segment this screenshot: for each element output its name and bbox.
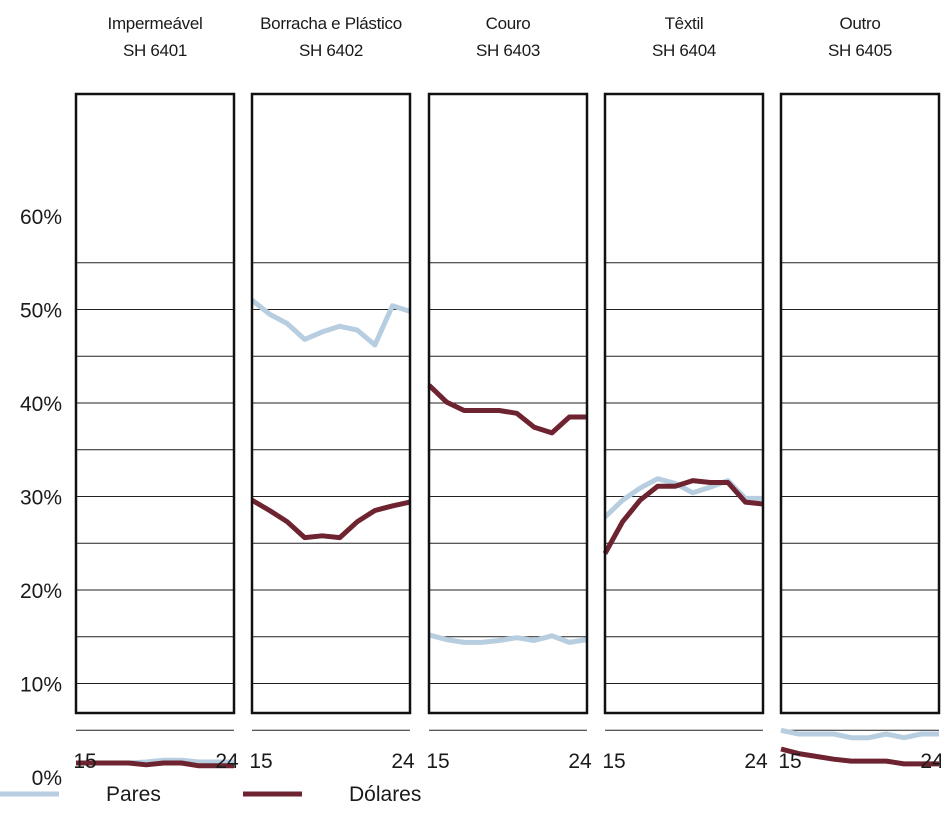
panel-subtitle: SH 6401 [123, 41, 187, 60]
pares-legend-label: Pares [106, 783, 161, 806]
y-tick-label: 20% [20, 580, 62, 603]
x-tick-label: 24 [744, 750, 768, 773]
panel-title: Borracha e Plástico [260, 14, 402, 33]
y-tick-label: 40% [20, 393, 62, 416]
panel-subtitle: SH 6402 [299, 41, 363, 60]
dolares-line [76, 760, 234, 769]
pares-line [428, 632, 588, 645]
dolares-line [250, 498, 411, 541]
x-tick-label: 24 [920, 750, 941, 773]
x-tick-label: 15 [602, 750, 625, 773]
x-tick-label: 15 [778, 750, 801, 773]
panel-frame [603, 92, 765, 715]
y-tick-label: 60% [20, 206, 62, 229]
labels: Impermeável SH 6401 15 24 Borracha e Plástic… [20, 14, 941, 790]
dolares-line [780, 746, 939, 767]
y-tick-label: 50% [20, 300, 62, 323]
dolares-legend-label: Dólares [349, 783, 421, 806]
gridlines [76, 262, 939, 731]
panel-title: Couro [486, 14, 531, 33]
series-lines [76, 298, 939, 769]
dolares-line [427, 383, 587, 436]
panel-frames [74, 92, 941, 715]
panel-frame [427, 92, 589, 715]
panel-frame [74, 92, 236, 715]
y-tick-label: 10% [20, 674, 62, 697]
pares-line [250, 298, 411, 348]
legend: Pares Dólares [0, 783, 421, 806]
panel-subtitle: SH 6405 [828, 41, 892, 60]
x-tick-label: 24 [391, 750, 415, 773]
x-tick-label: 15 [426, 750, 449, 773]
pares-line [780, 727, 939, 741]
panel-title: Impermeável [108, 14, 203, 33]
x-tick-label: 15 [249, 750, 272, 773]
y-tick-label: 30% [20, 487, 62, 510]
x-tick-label: 15 [73, 750, 96, 773]
dolares-line [602, 478, 764, 555]
panel-subtitle: SH 6403 [476, 41, 540, 60]
panel-title: Outro [839, 14, 880, 33]
panel-subtitle: SH 6404 [652, 41, 716, 60]
y-tick-label: 0% [32, 767, 62, 790]
panel-frame [779, 92, 941, 715]
x-tick-label: 24 [215, 750, 239, 773]
panel-title: Têxtil [665, 14, 704, 33]
panel-frame [250, 92, 412, 715]
x-tick-label: 24 [568, 750, 592, 773]
